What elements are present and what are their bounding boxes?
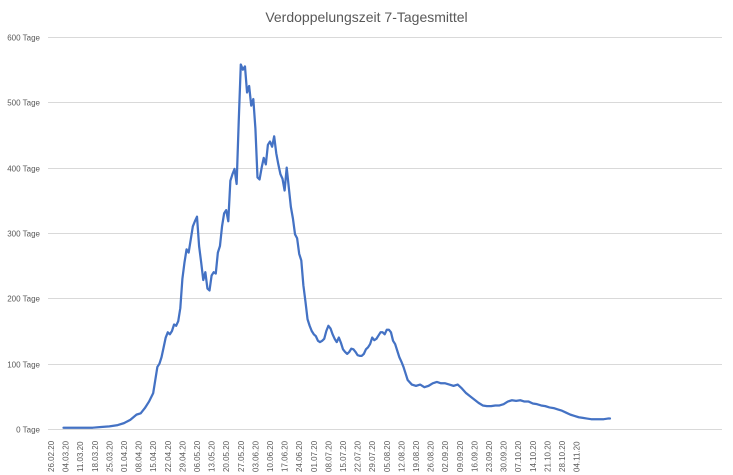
x-tick-label: 30.09.20 xyxy=(500,440,509,472)
y-tick-label: 100 Tage xyxy=(7,361,40,370)
x-tick-label: 18.03.20 xyxy=(91,440,100,472)
y-tick-label: 500 Tage xyxy=(7,99,40,108)
y-tick-label: 600 Tage xyxy=(7,34,40,43)
x-tick-label: 04.11.20 xyxy=(573,441,582,472)
x-tick-label: 11.03.20 xyxy=(76,441,85,472)
x-tick-label: 21.10.20 xyxy=(543,440,552,472)
y-axis-tick-labels: 0 Tage 100 Tage 200 Tage 300 Tage 400 Tage 50… xyxy=(7,34,40,435)
x-tick-label: 09.09.20 xyxy=(456,440,465,472)
x-tick-label: 07.10.20 xyxy=(514,440,523,472)
x-tick-label: 29.07.20 xyxy=(368,440,377,472)
x-tick-label: 24.06.20 xyxy=(295,440,304,472)
x-tick-label: 12.08.20 xyxy=(397,440,406,472)
x-tick-label: 16.09.20 xyxy=(470,440,479,472)
x-tick-label: 28.10.20 xyxy=(558,440,567,472)
x-tick-label: 26.08.20 xyxy=(427,440,436,472)
x-tick-label: 22.04.20 xyxy=(164,440,173,472)
y-tick-label: 300 Tage xyxy=(7,230,40,239)
x-tick-label: 29.04.20 xyxy=(178,440,187,472)
x-tick-label: 13.05.20 xyxy=(208,440,217,472)
series-line-0 xyxy=(62,63,612,429)
x-tick-label: 02.09.20 xyxy=(441,440,450,472)
x-tick-label: 03.06.20 xyxy=(251,440,260,472)
x-tick-label: 06.05.20 xyxy=(193,440,202,472)
series-points xyxy=(64,64,610,427)
y-tick-label: 200 Tage xyxy=(7,295,40,304)
x-tick-label: 08.07.20 xyxy=(324,440,333,472)
x-tick-label: 15.07.20 xyxy=(339,440,348,472)
x-tick-label: 20.05.20 xyxy=(222,440,231,472)
chart-title: Verdoppelungszeit 7-Tagesmittel xyxy=(265,9,467,25)
x-tick-label: 01.04.20 xyxy=(120,440,129,472)
x-tick-label: 26.02.20 xyxy=(47,440,56,472)
x-tick-label: 08.04.20 xyxy=(135,440,144,472)
x-tick-label: 17.06.20 xyxy=(281,440,290,472)
x-tick-label: 04.03.20 xyxy=(62,440,71,472)
x-tick-label: 23.09.20 xyxy=(485,440,494,472)
x-tick-label: 10.06.20 xyxy=(266,440,275,472)
x-tick-label: 25.03.20 xyxy=(105,440,114,472)
y-tick-label: 0 Tage xyxy=(16,426,40,435)
series-group xyxy=(62,63,612,429)
x-tick-label: 01.07.20 xyxy=(310,440,319,472)
gridlines xyxy=(48,37,722,430)
y-tick-label: 400 Tage xyxy=(7,165,40,174)
x-tick-label: 22.07.20 xyxy=(354,440,363,472)
x-tick-label: 19.08.20 xyxy=(412,440,421,472)
x-axis-tick-labels: 26.02.20 04.03.20 11.03.20 18.03.20 25.03.20… xyxy=(47,440,582,472)
x-tick-label: 05.08.20 xyxy=(383,440,392,472)
x-tick-label: 14.10.20 xyxy=(529,440,538,472)
x-tick-label: 15.04.20 xyxy=(149,440,158,472)
x-tick-label: 27.05.20 xyxy=(237,440,246,472)
